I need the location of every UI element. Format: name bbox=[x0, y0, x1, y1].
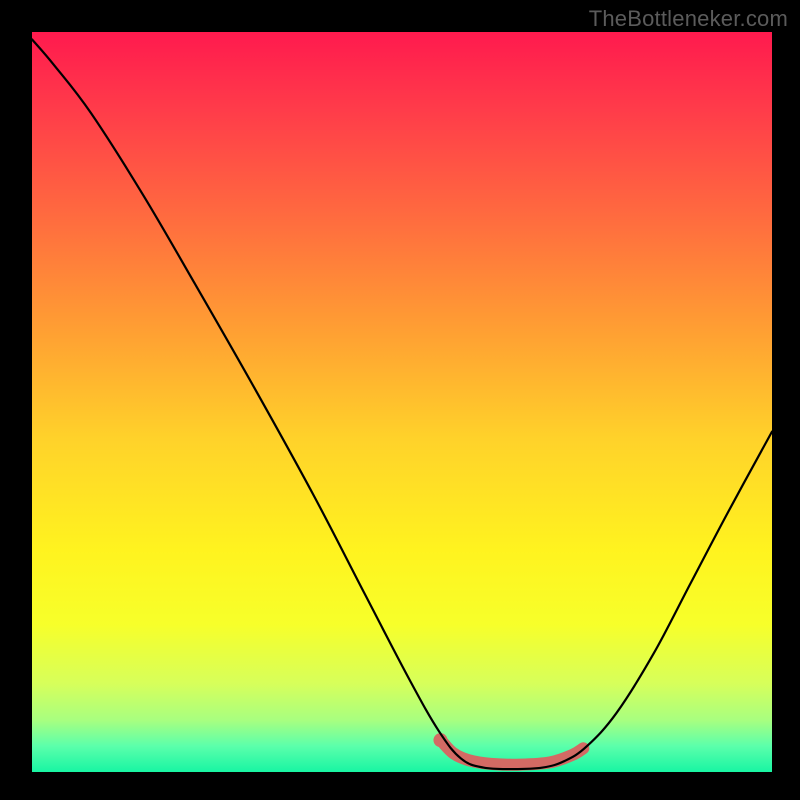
attribution-text: TheBottleneker.com bbox=[589, 6, 788, 32]
bottleneck-curve bbox=[32, 39, 772, 769]
plot-area bbox=[32, 32, 772, 772]
chart-overlay bbox=[32, 32, 772, 772]
